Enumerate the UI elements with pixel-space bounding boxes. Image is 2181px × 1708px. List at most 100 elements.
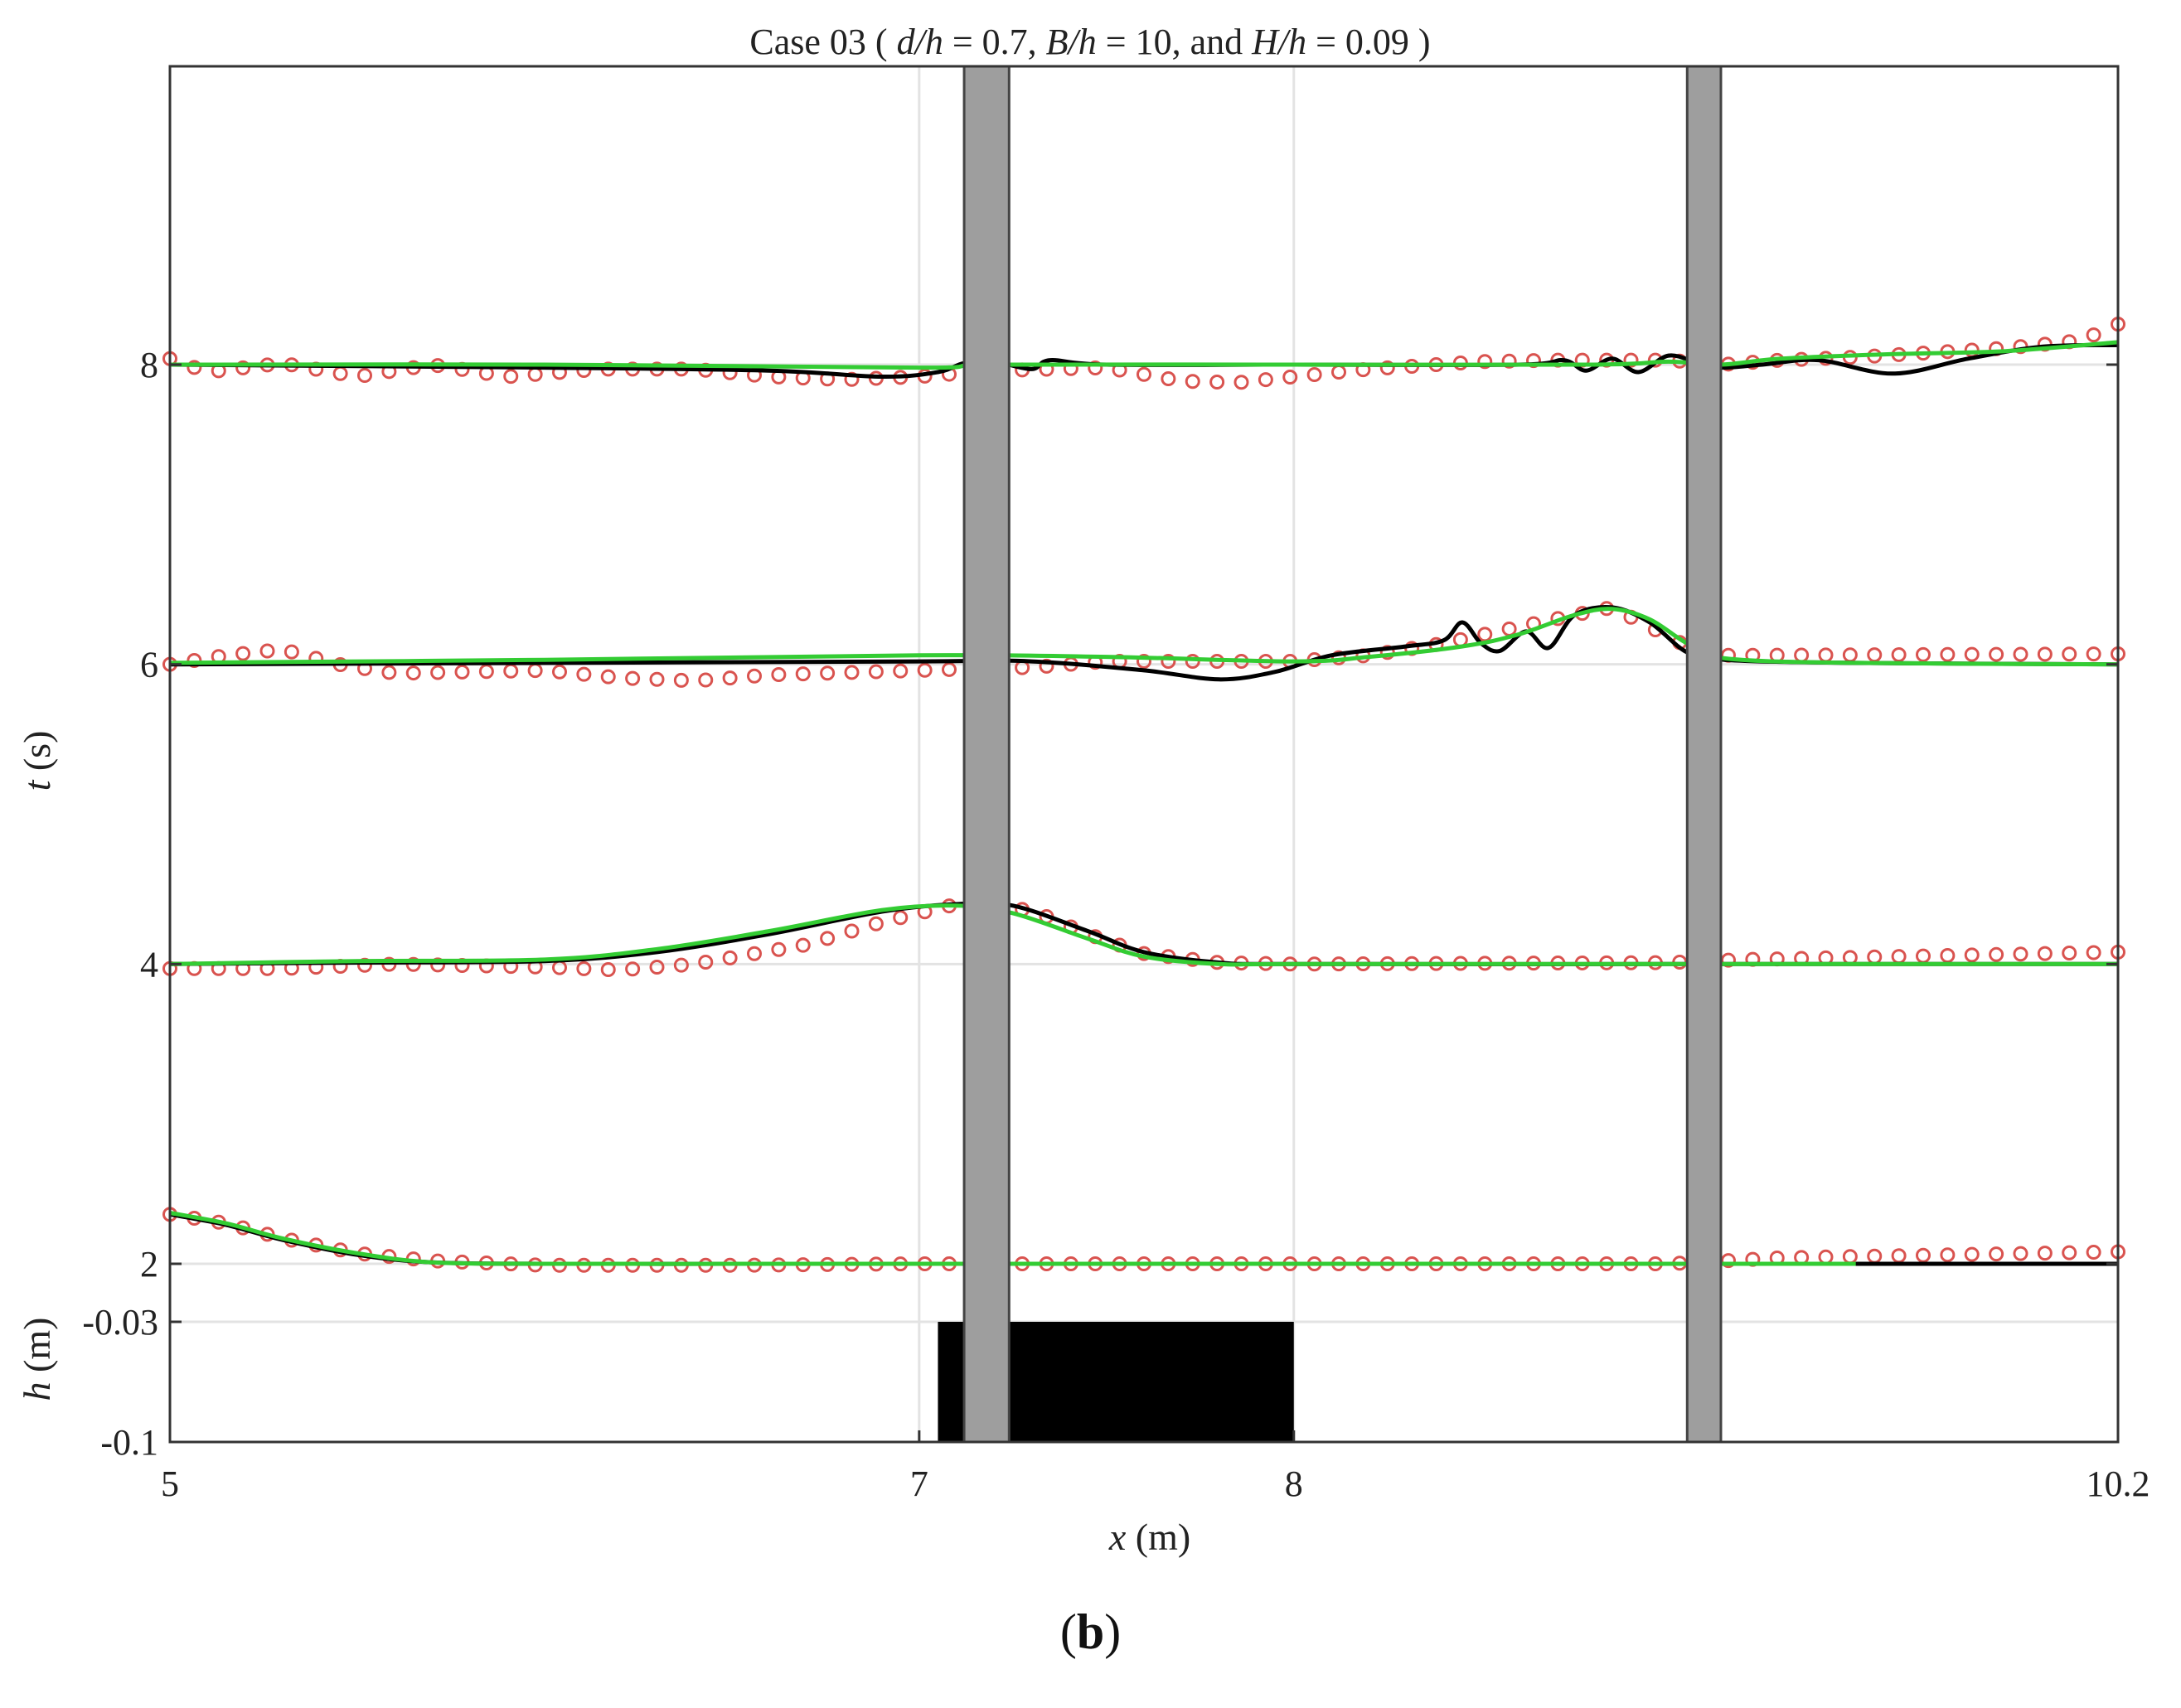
obs-point: [527, 663, 543, 679]
obs-point: [430, 665, 446, 680]
green-line-t4: [169, 903, 2118, 967]
tick-marks: [168, 363, 2120, 1444]
obs-point: [2013, 1246, 2028, 1261]
obs-point: [2086, 646, 2101, 662]
figure-subcaption: (b): [1059, 1604, 1122, 1659]
t-tick-label: 6: [140, 645, 158, 685]
obs-point: [844, 923, 860, 939]
obs-point: [405, 956, 421, 972]
obs-point: [1842, 647, 1858, 663]
obs-point: [552, 664, 567, 680]
obs-point: [625, 670, 641, 686]
grid-lines: [170, 66, 2118, 1442]
obs-point: [698, 672, 714, 688]
obs-point: [893, 663, 909, 679]
obs-point: [1137, 654, 1151, 670]
obs-point: [1916, 1247, 1931, 1263]
obs-point: [600, 962, 616, 978]
obs-point: [235, 360, 251, 375]
obs-point: [503, 663, 519, 679]
obs-point: [1891, 949, 1907, 965]
obs-point: [868, 664, 884, 680]
obs-point: [1842, 950, 1858, 965]
obs-point: [1794, 647, 1810, 663]
obs-point: [235, 646, 251, 661]
obs-point: [1161, 371, 1176, 387]
x-tick-label: 8: [1285, 1464, 1303, 1504]
obs-point: [1501, 621, 1517, 636]
obs-point: [1331, 365, 1346, 380]
obs-point: [1818, 1249, 1834, 1265]
obs-point: [576, 960, 592, 976]
obs-point: [1501, 353, 1517, 369]
plot-area-frame: [168, 65, 2120, 1444]
obs-point: [478, 664, 494, 680]
obs-point: [1477, 354, 1493, 370]
obs-point: [649, 959, 665, 975]
obs-point: [1477, 627, 1493, 642]
obs-point: [795, 937, 811, 953]
tick-labels: 5 7 8 10.2 2 4 6 8 -0.03 -0.1: [82, 345, 2149, 1504]
obs-point: [1989, 946, 2004, 962]
obs-point: [795, 666, 811, 682]
obs-point: [1233, 375, 1249, 390]
obs-point: [625, 961, 641, 977]
black-line-t6: [169, 605, 2119, 682]
obs-point: [1379, 360, 1395, 375]
obs-point: [820, 931, 836, 946]
obs-point: [747, 946, 762, 961]
obs-point: [673, 957, 689, 973]
obs-point: [2037, 646, 2053, 662]
obs-point: [673, 672, 689, 688]
obs-point: [1964, 1246, 1980, 1262]
obs-point: [1258, 372, 1273, 388]
x-tick-label: 10.2: [2086, 1464, 2150, 1504]
obs-point: [1088, 360, 1103, 375]
obs-point: [381, 665, 397, 680]
obs-point: [503, 369, 519, 385]
obs-point: [1867, 949, 1883, 965]
obs-point: [722, 670, 738, 686]
obs-point: [1526, 353, 1541, 369]
obs-point: [1940, 646, 1956, 662]
obs-point: [187, 652, 202, 668]
pillar: [962, 65, 1011, 1444]
obs-point: [1940, 947, 1956, 963]
obs-point: [332, 365, 348, 381]
obs-point: [649, 671, 665, 687]
obs-point: [2062, 946, 2077, 961]
obs-point: [1623, 352, 1639, 368]
obs-point: [2013, 646, 2028, 662]
obs-point: [1161, 654, 1176, 670]
obs-point: [1940, 1247, 1956, 1263]
obs-point: [844, 371, 860, 387]
obs-point: [187, 360, 202, 375]
obs-series-t8: [162, 317, 2125, 390]
obs-point: [844, 665, 860, 680]
obs-point: [357, 368, 372, 384]
obs-point: [820, 665, 836, 681]
obs-point: [1989, 1246, 2004, 1262]
obs-point: [1137, 366, 1151, 382]
obs-point: [1185, 654, 1200, 670]
obs-point: [1306, 366, 1322, 382]
obs-point: [1916, 646, 1931, 662]
obs-point: [1842, 1249, 1858, 1265]
obs-point: [771, 941, 787, 957]
obs-point: [1282, 369, 1298, 385]
green-line-t8: [169, 340, 2119, 370]
t-tick-label: 4: [140, 944, 158, 985]
obs-point: [1964, 947, 1980, 963]
obs-point: [284, 644, 299, 660]
x-tick-label: 7: [910, 1464, 928, 1504]
obs-point: [2086, 945, 2101, 960]
obs-point: [600, 669, 616, 685]
obs-point: [698, 954, 714, 970]
obs-point: [527, 366, 543, 382]
observation-markers: [162, 317, 2125, 1273]
obs-point: [1989, 646, 2004, 662]
h-tick-label: -0.1: [100, 1422, 158, 1463]
obs-point: [893, 910, 909, 926]
black-line-t8: [169, 342, 2119, 380]
obs-point: [917, 662, 933, 678]
